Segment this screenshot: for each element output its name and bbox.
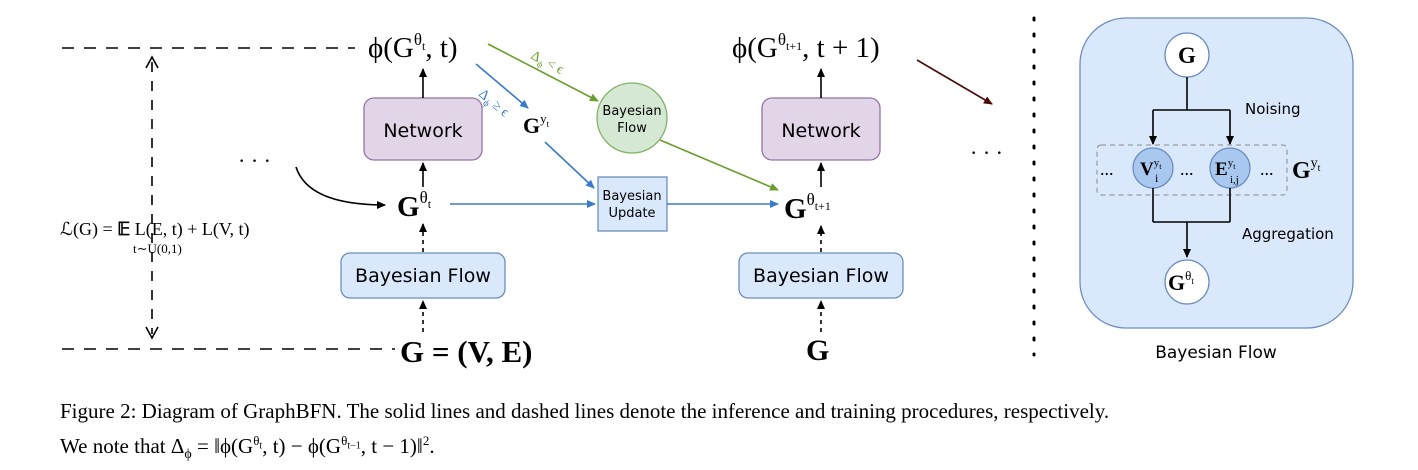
network-box-1-label: Network bbox=[383, 120, 462, 142]
group-dots-left: ... bbox=[1100, 159, 1114, 179]
green-arrow-phi-to-flow-circle bbox=[487, 43, 599, 102]
graph-definition: G = (V, E) bbox=[400, 334, 533, 369]
panel-v-label: Vyt bbox=[1140, 157, 1162, 180]
group-dots-right: ... bbox=[1260, 159, 1274, 179]
blue-arrow-phi-to-gyt bbox=[475, 63, 529, 109]
graph-yt-dashed-group bbox=[1096, 144, 1288, 196]
right-ellipsis: · · · bbox=[970, 140, 1003, 165]
loss-expectation-subscript: t∼U(0,1) bbox=[133, 241, 182, 256]
bayesian-flow-box-2-label: Bayesian Flow bbox=[753, 265, 889, 287]
g-theta-t: Gθt bbox=[397, 188, 432, 223]
caption-line-2: We note that Δϕ = ‖ϕ(Gθt, t) − ϕ(Gθt−1, … bbox=[60, 433, 435, 463]
bayesian-flow-circle bbox=[596, 82, 668, 154]
green-arrow-flow-circle-to-gtheta-t1 bbox=[659, 139, 779, 191]
panel-g-label: G bbox=[1178, 43, 1196, 68]
panel-gtheta-label: Gθt bbox=[1168, 268, 1194, 295]
bayesian-flow-box-1-label: Bayesian Flow bbox=[355, 265, 491, 287]
phi-g-theta-t: ϕ(Gθt, t) bbox=[368, 30, 458, 64]
panel-g-yt: Gyt bbox=[1292, 156, 1321, 184]
arrow-to-next-step bbox=[916, 59, 993, 105]
curved-arrow-to-g-theta-t bbox=[295, 166, 386, 209]
figure-caption: Figure 2: Diagram of GraphBFN. The solid… bbox=[60, 397, 1380, 469]
panel-v-subscript: i bbox=[1155, 171, 1159, 185]
graph-g-right: G bbox=[806, 334, 829, 367]
bayesian-update-line1: Bayesian bbox=[602, 189, 661, 204]
aggregation-label: Aggregation bbox=[1242, 225, 1334, 243]
network-box-2-label: Network bbox=[781, 120, 860, 142]
bayesian-flow-box-1 bbox=[340, 252, 506, 299]
blue-arrow-gyt-to-update bbox=[544, 141, 595, 189]
group-dots-middle: ... bbox=[1180, 159, 1194, 179]
noising-label: Noising bbox=[1245, 100, 1301, 118]
bayesian-flow-box-2 bbox=[738, 252, 904, 299]
bayesian-flow-circle-line1: Bayesian bbox=[602, 104, 661, 119]
panel-gtheta-node bbox=[1164, 259, 1210, 305]
panel-e-label: Eyt bbox=[1215, 157, 1236, 180]
caption-line-1: Figure 2: Diagram of GraphBFN. The solid… bbox=[60, 399, 1110, 423]
g-theta-t1: Gθt+1 bbox=[784, 190, 831, 225]
bayesian-flow-circle-line2: Flow bbox=[617, 121, 647, 136]
delta-lt-epsilon: Δϕ < ϵ bbox=[527, 48, 567, 80]
time-range-arrow-bottom-head bbox=[145, 326, 159, 340]
phi-g-theta-t1: ϕ(Gθt+1, t + 1) bbox=[732, 30, 880, 64]
panel-title: Bayesian Flow bbox=[1155, 343, 1277, 363]
g-yt: Gyt bbox=[523, 111, 550, 138]
left-ellipsis: · · · bbox=[238, 148, 271, 173]
time-range-arrow-top-head bbox=[145, 55, 159, 69]
loss-formula: ℒ(G) = 𝔼 L(E, t) + L(V, t) bbox=[60, 219, 250, 240]
bayesian-update-box bbox=[597, 176, 668, 232]
bayesian-update-line2: Update bbox=[608, 206, 655, 221]
panel-e-subscript: i,j bbox=[1230, 174, 1239, 186]
